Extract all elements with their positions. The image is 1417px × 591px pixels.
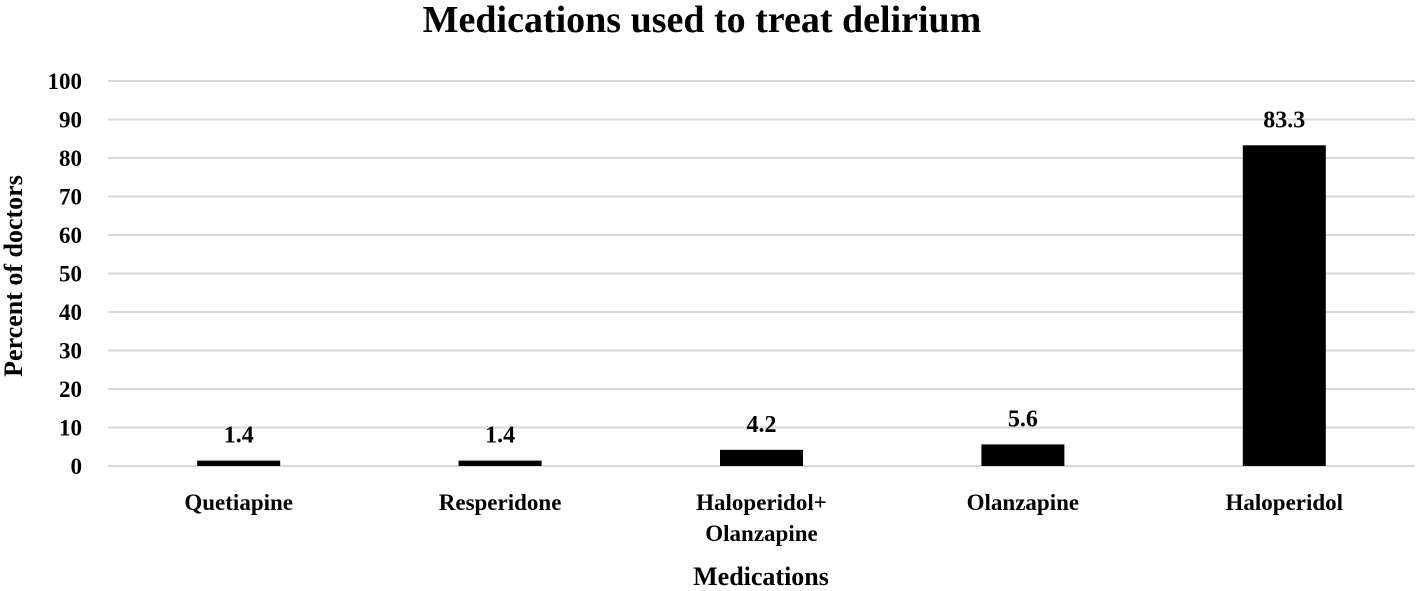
y-tick-label: 90 bbox=[59, 108, 82, 133]
y-tick-label: 30 bbox=[59, 339, 82, 364]
y-tick-label: 40 bbox=[59, 300, 82, 325]
category-label: Haloperidol+ Olanzapine bbox=[696, 490, 827, 546]
category-label-line: Haloperidol bbox=[1226, 490, 1344, 515]
category-label: Olanzapine bbox=[967, 490, 1079, 515]
category-label-line: Olanzapine bbox=[967, 490, 1079, 515]
bar bbox=[458, 460, 542, 466]
gridlines bbox=[108, 80, 1415, 467]
category-label-line: Resperidone bbox=[439, 490, 562, 515]
data-label: 1.4 bbox=[224, 423, 254, 449]
data-label: 1.4 bbox=[485, 423, 515, 449]
category-label-line: Olanzapine bbox=[705, 521, 817, 546]
data-label: 4.2 bbox=[747, 412, 777, 438]
y-axis-ticks: 0 10 20 30 40 50 60 70 80 90 100 bbox=[48, 69, 83, 479]
bar bbox=[720, 449, 803, 466]
bar bbox=[197, 460, 281, 466]
bars bbox=[197, 145, 1326, 467]
category-label: Haloperidol bbox=[1226, 490, 1344, 515]
y-tick-label: 70 bbox=[59, 185, 82, 210]
category-label-line: Haloperidol+ bbox=[696, 490, 827, 515]
category-labels: Quetiapine Resperidone Haloperidol+ Olanzap… bbox=[184, 490, 1343, 546]
data-label: 83.3 bbox=[1263, 107, 1305, 133]
y-tick-label: 50 bbox=[59, 262, 82, 287]
y-tick-label: 10 bbox=[59, 416, 82, 441]
chart-title: Medications used to treat delirium bbox=[423, 0, 982, 41]
data-labels: 1.4 1.4 4.2 5.6 83.3 bbox=[224, 107, 1306, 448]
category-label: Quetiapine bbox=[184, 490, 293, 515]
y-tick-label: 20 bbox=[59, 377, 82, 402]
data-label: 5.6 bbox=[1008, 406, 1038, 432]
y-tick-label: 60 bbox=[59, 223, 82, 248]
category-label: Resperidone bbox=[439, 490, 562, 515]
y-axis-title: Percent of doctors bbox=[0, 175, 28, 377]
bar bbox=[981, 444, 1065, 466]
category-label-line: Quetiapine bbox=[184, 490, 293, 515]
bar bbox=[1242, 145, 1326, 467]
y-tick-label: 80 bbox=[59, 146, 82, 171]
y-tick-label: 0 bbox=[71, 454, 83, 479]
y-tick-label: 100 bbox=[48, 69, 83, 94]
x-axis-title: Medications bbox=[693, 562, 829, 591]
